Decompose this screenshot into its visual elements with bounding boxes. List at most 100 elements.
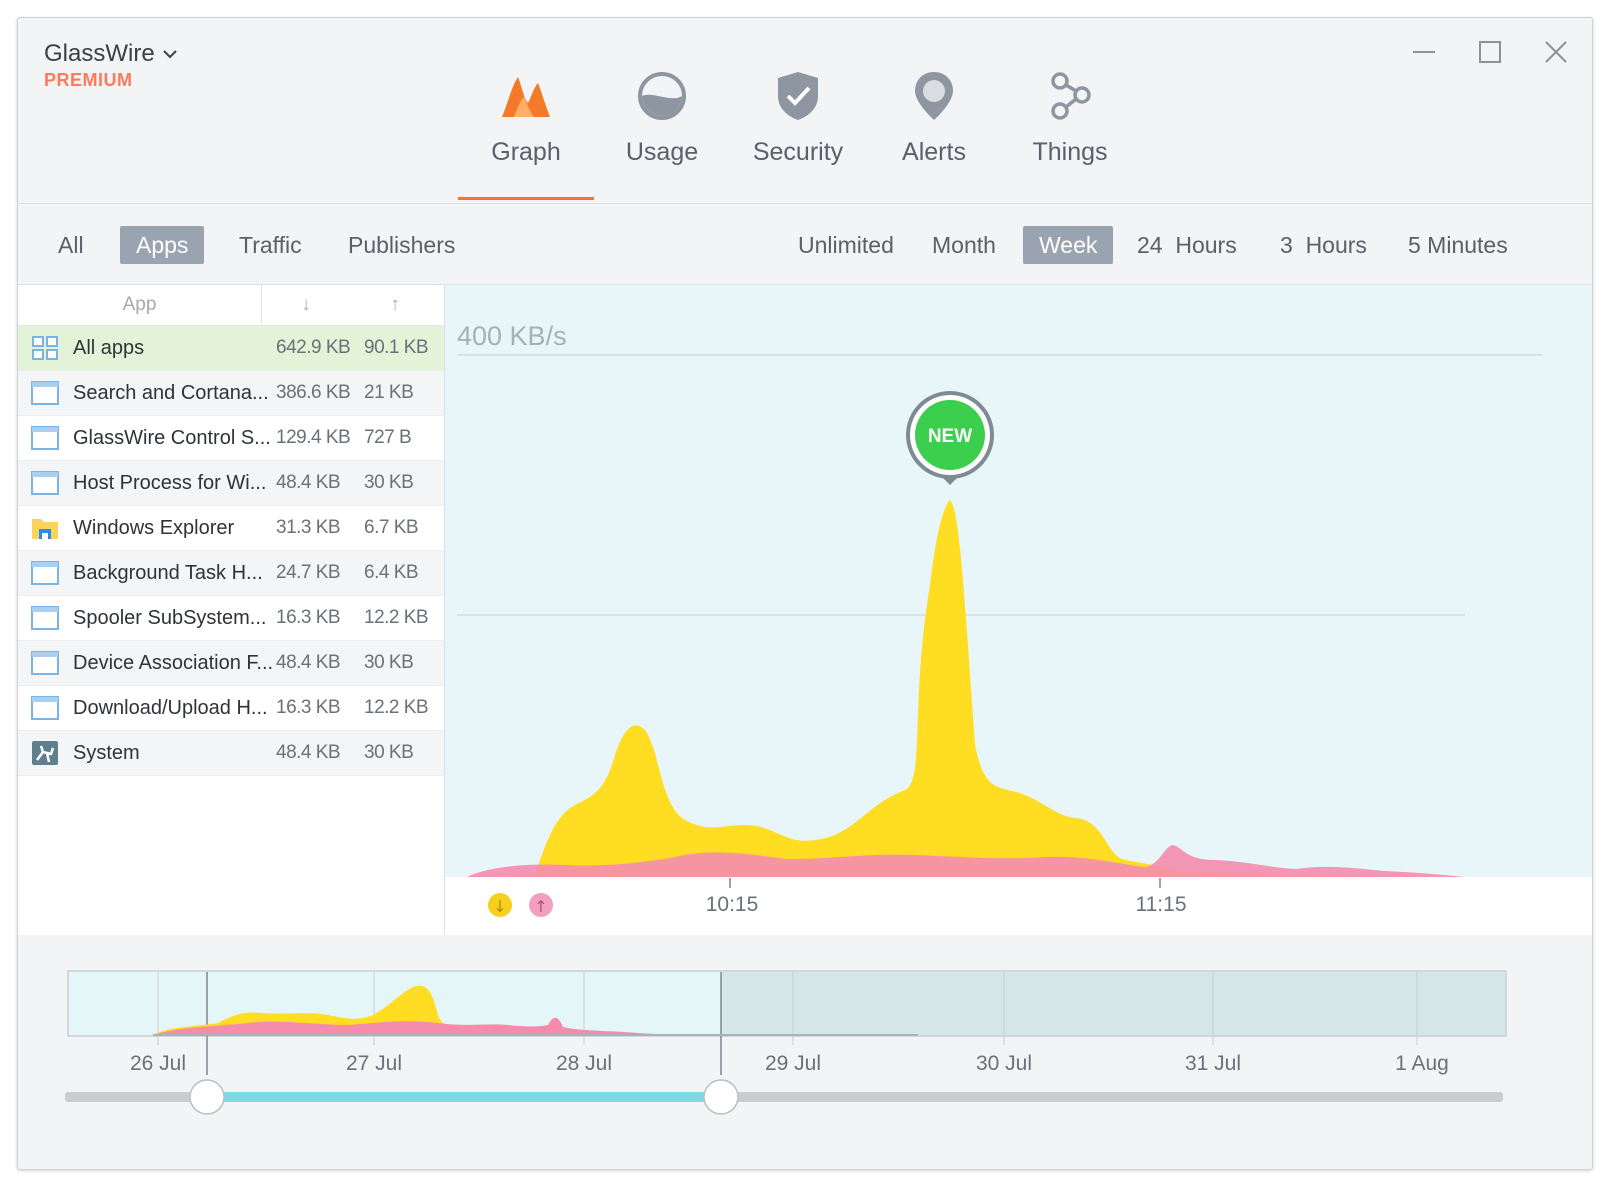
close-icon (1545, 41, 1567, 63)
upload-legend-icon[interactable] (529, 893, 553, 917)
filter-bar: All Apps Traffic Publishers Unlimited Mo… (18, 204, 1592, 284)
app-name: Search and Cortana... (73, 381, 269, 404)
app-upload: 30 KB (364, 652, 414, 673)
app-window: GlassWire PREMIUM Graph (17, 17, 1593, 1170)
app-row[interactable]: Windows Explorer 31.3 KB 6.7 KB (18, 506, 444, 551)
range-slider-selection[interactable] (207, 1092, 721, 1102)
alert-pin-icon (915, 72, 953, 120)
app-upload: 30 KB (364, 472, 414, 493)
app-row[interactable]: Spooler SubSystem... 16.3 KB 12.2 KB (18, 596, 444, 641)
date-label: 28 Jul (556, 1052, 612, 1075)
tab-graph[interactable]: Graph (458, 58, 594, 200)
app-row-all-apps[interactable]: All apps 642.9 KB 90.1 KB (18, 326, 444, 371)
download-legend-icon[interactable] (488, 893, 512, 917)
date-label: 26 Jul (130, 1052, 186, 1075)
range-week[interactable]: Week (1023, 226, 1114, 264)
window-icon (31, 651, 59, 675)
filter-apps[interactable]: Apps (120, 226, 205, 264)
app-name: GlassWire (44, 40, 155, 67)
chevron-down-icon[interactable] (162, 49, 177, 59)
header-divider (18, 203, 1592, 204)
tab-things-label: Things (1032, 138, 1108, 166)
premium-label: PREMIUM (44, 70, 133, 90)
shield-icon (778, 72, 818, 120)
tab-security[interactable]: Security (730, 58, 866, 200)
range-month[interactable]: Month (932, 232, 996, 258)
range-slider-left-handle[interactable] (189, 1079, 225, 1115)
range-unlimited[interactable]: Unlimited (798, 232, 894, 258)
app-row[interactable]: System 48.4 KB 30 KB (18, 731, 444, 776)
app-download: 16.3 KB (276, 607, 341, 628)
app-list-header: App ↓ ↑ (18, 285, 444, 326)
upload-series (465, 845, 1475, 878)
timeline-unselected-region (721, 972, 1505, 1035)
new-alert-badge[interactable]: NEW (906, 391, 994, 485)
range-24-hours[interactable]: 24 Hours (1137, 232, 1237, 258)
app-upload: 12.2 KB (364, 697, 429, 718)
range-3-hours[interactable]: 3 Hours (1280, 232, 1367, 258)
tab-usage-label: Usage (625, 138, 699, 166)
app-upload: 30 KB (364, 742, 414, 763)
main-nav: Graph Usage Security (458, 58, 1138, 203)
folder-icon (32, 519, 58, 539)
traffic-graph[interactable]: 400 KB/s 10:15 11:15 ↓ ↑ (445, 285, 1592, 935)
tab-graph-label: Graph (491, 138, 561, 166)
app-name: System (73, 741, 140, 764)
app-name: Download/Upload H... (73, 696, 268, 719)
tab-usage[interactable]: Usage (594, 58, 730, 200)
download-series (465, 500, 1475, 878)
app-name: Windows Explorer (73, 516, 235, 539)
x-label-1015: 10:15 (706, 893, 759, 916)
download-legend-glyph: ↓ (493, 897, 506, 916)
app-list: App ↓ ↑ All apps 642.9 KB 90.1 KB Search… (18, 285, 445, 935)
timeline-upload-series (153, 1017, 718, 1035)
tab-things[interactable]: Things (1002, 58, 1138, 200)
app-upload: 12.2 KB (364, 607, 429, 628)
maximize-button[interactable] (1472, 34, 1508, 70)
system-icon (32, 741, 58, 765)
app-download: 48.4 KB (276, 472, 341, 493)
window-icon (31, 426, 59, 450)
tab-alerts[interactable]: Alerts (866, 58, 1002, 200)
range-slider-right-handle[interactable] (703, 1079, 739, 1115)
minimize-button[interactable] (1406, 34, 1442, 70)
app-row[interactable]: Device Association F... 48.4 KB 30 KB (18, 641, 444, 686)
column-download[interactable]: ↓ (301, 294, 311, 315)
app-row[interactable]: GlassWire Control S... 129.4 KB 727 B (18, 416, 444, 461)
content-area: App ↓ ↑ All apps 642.9 KB 90.1 KB Search… (18, 284, 1592, 936)
app-name: Spooler SubSystem... (73, 606, 267, 629)
window-controls (1406, 34, 1574, 70)
app-row[interactable]: Search and Cortana... 386.6 KB 21 KB (18, 371, 444, 416)
filter-publishers[interactable]: Publishers (348, 232, 456, 258)
app-download: 129.4 KB (276, 427, 351, 448)
range-5-minutes[interactable]: 5 Minutes (1408, 232, 1508, 258)
upload-legend-glyph: ↑ (534, 897, 547, 916)
app-upload: 6.4 KB (364, 562, 419, 583)
y-max-label: 400 KB/s (457, 321, 567, 351)
app-name: GlassWire Control S... (73, 426, 271, 449)
date-label: 31 Jul (1185, 1052, 1241, 1075)
app-upload: 6.7 KB (364, 517, 419, 538)
column-app[interactable]: App (18, 285, 262, 325)
window-icon (31, 381, 59, 405)
column-upload[interactable]: ↑ (390, 294, 400, 315)
brand[interactable]: GlassWire PREMIUM (44, 40, 177, 91)
close-button[interactable] (1538, 34, 1574, 70)
app-row[interactable]: Background Task H... 24.7 KB 6.4 KB (18, 551, 444, 596)
app-download: 48.4 KB (276, 652, 341, 673)
filter-all[interactable]: All (58, 232, 84, 258)
window-icon (31, 606, 59, 630)
tab-security-label: Security (752, 138, 844, 166)
app-upload: 21 KB (364, 382, 414, 403)
app-row[interactable]: Download/Upload H... 16.3 KB 12.2 KB (18, 686, 444, 731)
window-icon (31, 561, 59, 585)
app-row[interactable]: Host Process for Wi... 48.4 KB 30 KB (18, 461, 444, 506)
things-icon (1051, 72, 1091, 120)
app-name: Host Process for Wi... (73, 471, 267, 494)
app-download: 24.7 KB (276, 562, 341, 583)
all-apps-icon (32, 336, 58, 360)
date-label: 27 Jul (346, 1052, 402, 1075)
date-label: 29 Jul (765, 1052, 821, 1075)
filter-traffic[interactable]: Traffic (239, 232, 302, 258)
timeline: 26 Jul 27 Jul 28 Jul 29 Jul 30 Jul 31 Ju… (18, 935, 1592, 1169)
